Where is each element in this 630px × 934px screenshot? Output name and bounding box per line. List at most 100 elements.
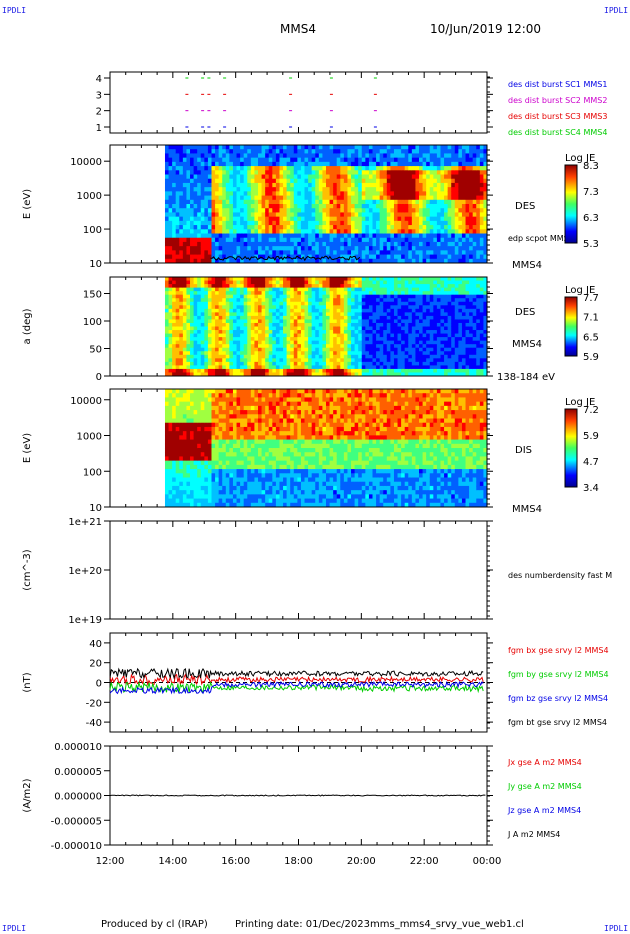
spectrogram-cell — [376, 315, 381, 320]
spectrogram-cell — [225, 170, 230, 175]
spectrogram-cell — [379, 241, 384, 247]
spectrogram-cell — [322, 174, 327, 180]
spectrogram-cell — [229, 170, 234, 175]
spectrogram-cell — [361, 322, 366, 327]
spectrogram-cell — [250, 174, 255, 180]
spectrogram-cell — [333, 187, 338, 192]
spectrogram-cell — [222, 284, 227, 289]
spectrogram-cell — [426, 280, 431, 285]
spectrogram-cell — [390, 204, 395, 209]
spectrogram-cell — [393, 301, 399, 306]
spectrogram-cell — [304, 291, 309, 296]
spectrogram-cell — [229, 284, 234, 289]
spectrogram-cell — [358, 229, 363, 234]
spectrogram-cell — [358, 246, 363, 251]
spectrogram-cell — [175, 301, 180, 306]
spectrogram-cell — [393, 161, 399, 167]
spectrogram-cell — [172, 333, 177, 338]
spectrogram-cell — [286, 258, 291, 264]
spectrogram-cell — [236, 216, 241, 222]
spectrogram-cell — [461, 212, 467, 218]
spectrogram-cell — [361, 330, 366, 335]
spectrogram-cell — [200, 308, 205, 313]
spectrogram-cell — [258, 301, 263, 306]
spectrogram-cell — [254, 204, 259, 209]
corner-label-br: IPDLI — [604, 924, 629, 933]
spectrogram-cell — [401, 368, 406, 373]
spectrogram-cell — [164, 208, 170, 213]
spectrogram-cell — [376, 333, 381, 338]
spectrogram-cell — [182, 361, 187, 366]
spectrogram-cell — [218, 153, 223, 159]
spectrogram-cell — [286, 246, 291, 251]
spectrogram-cell — [458, 246, 463, 251]
spectrogram-cell — [354, 277, 359, 282]
spectrogram-cell — [333, 344, 338, 349]
spectrogram-cell — [211, 229, 216, 234]
spectrogram-cell — [419, 372, 424, 377]
spectrogram-cell — [182, 284, 187, 289]
spectrogram-cell — [211, 344, 216, 349]
spectrogram-cell — [401, 258, 406, 264]
spectrogram-cell — [386, 195, 391, 201]
spectrogram-cell — [318, 195, 323, 201]
spectrogram-cell — [222, 333, 227, 338]
spectrogram-cell — [197, 312, 202, 317]
spectrogram-cell — [283, 233, 288, 239]
spectrogram-cell — [426, 208, 431, 213]
spectrogram-cell — [283, 220, 288, 226]
spectrogram-cell — [401, 365, 406, 370]
spectrogram-cell — [429, 191, 434, 197]
spectrogram-cell — [243, 284, 248, 289]
spectrogram-cell — [329, 330, 334, 335]
spectrogram-cell — [211, 361, 216, 366]
spectrogram-cell — [419, 166, 424, 171]
spectrogram-cell — [368, 330, 374, 335]
spectrogram-cell — [304, 241, 309, 247]
spectrogram-cell — [422, 174, 427, 180]
spectrogram-cell — [204, 170, 209, 175]
spectrogram-cell — [372, 178, 377, 184]
spectrogram-cell — [393, 208, 399, 213]
spectrogram-cell — [186, 199, 191, 205]
spectrogram-cell — [325, 254, 331, 260]
spectrogram-cell — [444, 308, 449, 313]
spectrogram-cell — [308, 178, 313, 184]
spectrogram-cell — [179, 229, 184, 234]
spectrogram-cell — [215, 161, 220, 167]
spectrogram-cell — [426, 287, 431, 292]
spectrogram-cell — [411, 237, 416, 243]
spectrogram-cell — [297, 280, 302, 285]
spectrogram-cell — [182, 166, 187, 171]
spectrogram-cell — [229, 153, 234, 159]
spectrogram-cell — [179, 178, 184, 184]
spectrogram-cell — [254, 145, 259, 150]
spectrogram-cell — [372, 298, 377, 303]
spectrogram-cell — [386, 145, 391, 150]
spectrogram-cell — [393, 284, 399, 289]
spectrogram-cell — [397, 204, 402, 209]
spectrogram-cell — [182, 204, 187, 209]
spectrogram-cell — [440, 330, 445, 335]
spectrogram-cell — [351, 241, 356, 247]
spectrogram-cell — [250, 212, 255, 218]
spectrogram-cell — [411, 250, 416, 256]
spectrogram-cell — [207, 258, 212, 264]
spectrogram-cell — [465, 229, 470, 234]
spectrogram-cell — [215, 326, 220, 331]
spectrogram-cell — [293, 199, 298, 205]
spectrogram-cell — [240, 301, 245, 306]
spectrogram-cell — [436, 254, 441, 260]
spectrogram-cell — [272, 233, 277, 239]
spectrogram-cell — [268, 301, 273, 306]
spectrogram-cell — [250, 178, 255, 184]
spectrogram-cell — [190, 301, 195, 306]
spectrogram-cell — [379, 291, 384, 296]
spectrogram-cell — [361, 220, 366, 226]
spectrogram-cell — [168, 157, 173, 163]
spectrogram-cell — [200, 326, 205, 331]
spectrogram-cell — [290, 246, 295, 251]
spectrogram-cell — [304, 212, 309, 218]
spectrogram-cell — [254, 351, 259, 356]
spectrogram-cell — [175, 250, 180, 256]
